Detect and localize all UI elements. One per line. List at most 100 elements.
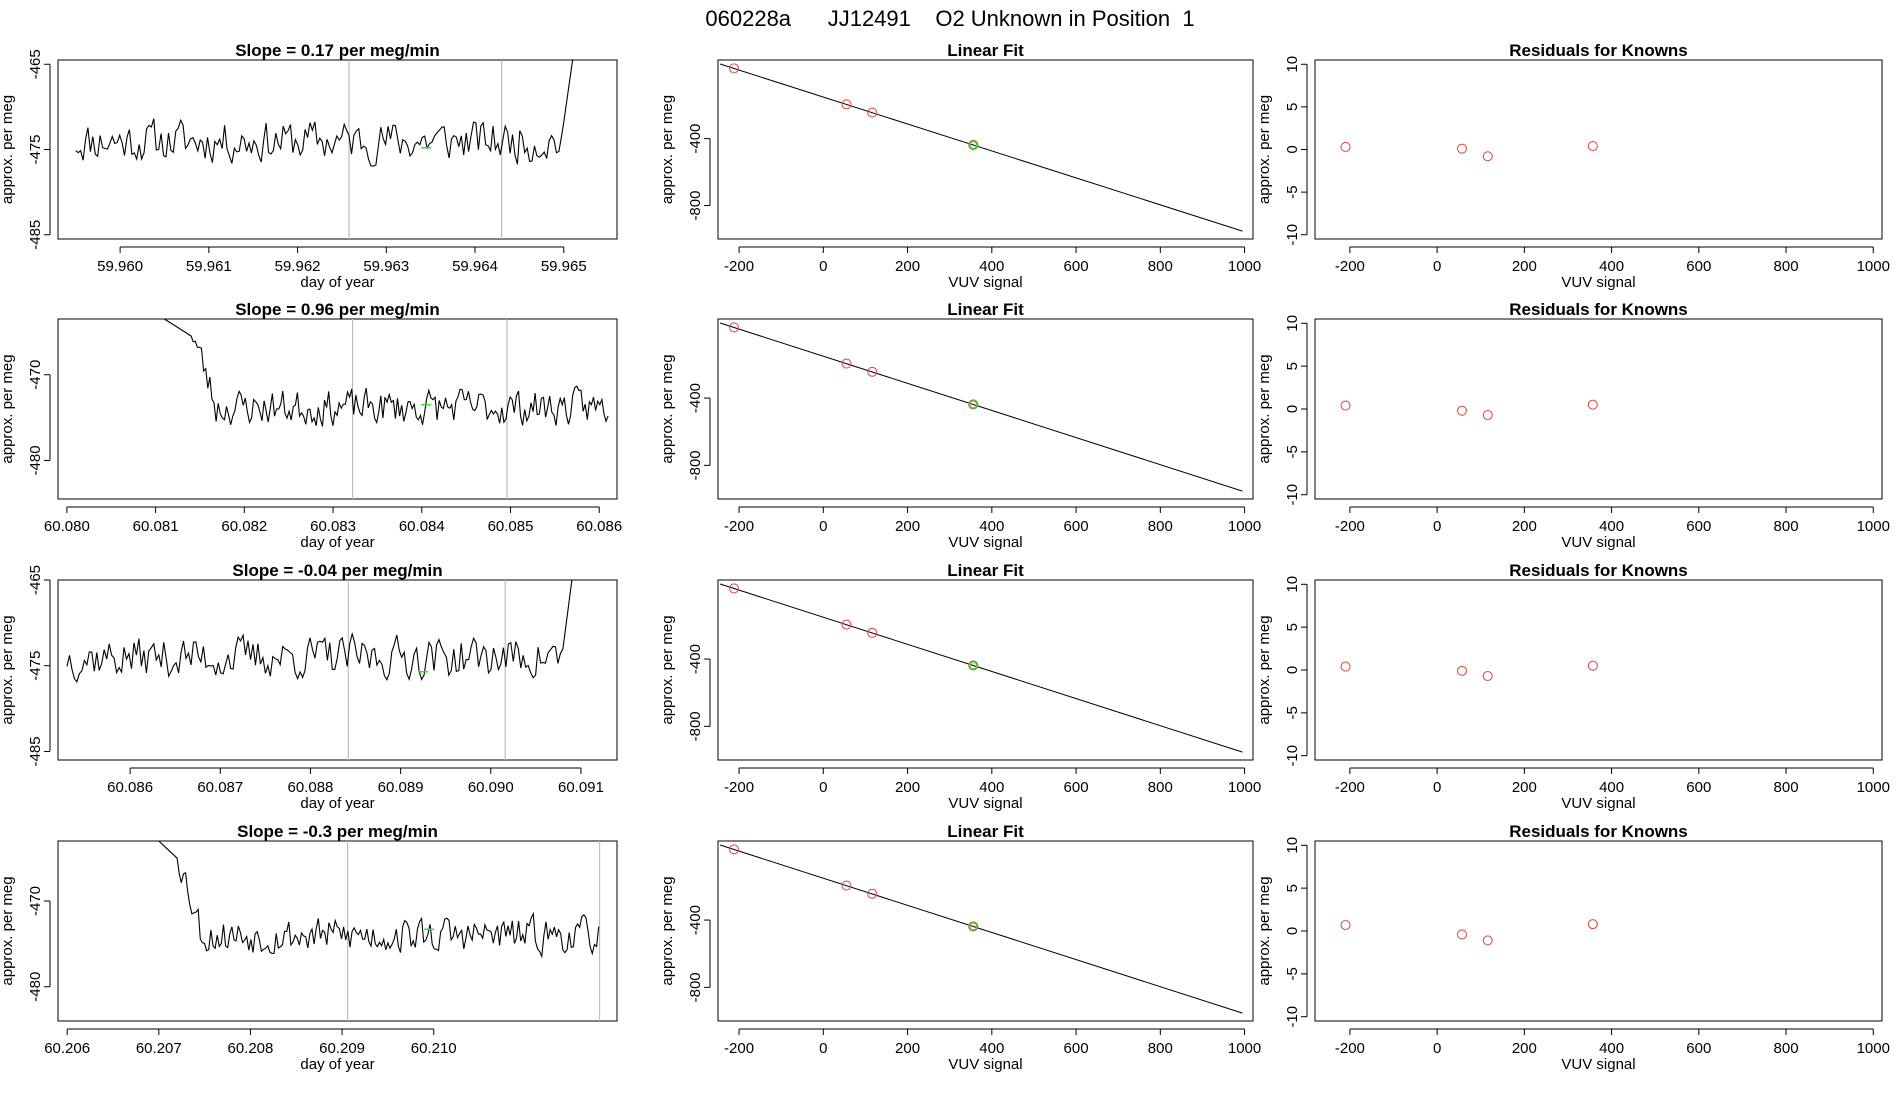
x-tick-label: 200 (895, 258, 920, 275)
x-tick-label: 1000 (1228, 258, 1261, 275)
x-tick-label: 60.210 (411, 1040, 457, 1057)
y-tick-label: 0 (1284, 666, 1301, 674)
y-tick-label: 10 (1284, 576, 1301, 593)
y-axis-label: approx. per meg (0, 876, 16, 985)
residual-point (1456, 929, 1468, 940)
chart-panel-r3-c1: Slope = -0.04 per meg/min 60.086 60.087 60.… (0, 561, 618, 812)
plot-area (719, 322, 1243, 492)
chart-panel-r1-c2: Linear Fit -200 0 200 400 600 800 1000 VUV signa… (659, 41, 1261, 291)
x-tick-label: 400 (1599, 1040, 1624, 1057)
x-tick-label: 200 (1512, 258, 1537, 275)
chart-panel-r3-c3: Residuals for Knowns-200 0 200 400 600 800 100… (1256, 561, 1890, 812)
known-point (728, 583, 740, 594)
x-tick-label: 600 (1686, 779, 1711, 796)
x-tick-label: 60.087 (197, 779, 243, 796)
y-tick-label: -400 (687, 383, 704, 413)
fit-line (719, 63, 1243, 232)
x-tick-label: 0 (819, 518, 827, 535)
x-tick-label: 400 (979, 258, 1004, 275)
known-point (968, 139, 979, 151)
y-tick-label: 0 (1284, 927, 1301, 935)
plot-area (719, 63, 1243, 232)
x-tick-label: 0 (1433, 1040, 1441, 1057)
x-tick-label: 60.084 (399, 518, 445, 535)
known-point (867, 366, 878, 377)
x-tick-label: 60.208 (227, 1040, 273, 1057)
panel-title: Residuals for Knowns (1509, 300, 1688, 319)
x-tick-label: 0 (1433, 518, 1441, 535)
y-tick-label: -480 (27, 445, 44, 475)
y-axis-label: approx. per meg (1256, 95, 1273, 204)
x-tick-label: 1000 (1857, 779, 1890, 796)
data-trace-line (75, 60, 574, 167)
x-tick-label: 1000 (1228, 518, 1261, 535)
x-axis-label: VUV signal (1561, 274, 1635, 291)
plot-area (1340, 141, 1598, 162)
plot-frame (57, 579, 618, 761)
x-tick-label: 400 (1599, 518, 1624, 535)
x-tick-label: 800 (1148, 518, 1173, 535)
x-axis-label: VUV signal (1561, 534, 1635, 551)
x-tick-label: 600 (1064, 1040, 1089, 1057)
x-tick-label: -200 (1335, 779, 1365, 796)
x-tick-label: -200 (1335, 258, 1365, 275)
known-point (968, 399, 979, 410)
residual-point (1340, 400, 1351, 411)
x-tick-label: 800 (1774, 518, 1799, 535)
plot-area (719, 583, 1243, 753)
x-tick-label: 60.090 (468, 779, 514, 796)
x-tick-label: 400 (979, 518, 1004, 535)
plot-frame (717, 59, 1254, 240)
x-tick-label: 60.081 (133, 518, 179, 535)
panel-title: Linear Fit (947, 822, 1024, 841)
x-tick-label: 200 (1512, 1040, 1537, 1057)
x-tick-label: 0 (819, 1040, 827, 1057)
x-tick-label: 800 (1774, 779, 1799, 796)
x-tick-label: 800 (1148, 258, 1173, 275)
unknown-point (969, 922, 978, 931)
x-tick-label: 600 (1064, 779, 1089, 796)
x-tick-label: 0 (1433, 779, 1441, 796)
residual-point (1456, 665, 1468, 676)
plot-area (1340, 399, 1598, 421)
y-tick-label: 5 (1284, 623, 1301, 631)
unknown-point (969, 661, 978, 670)
page-title: 060228a JJ12491 O2 Unknown in Position 1 (705, 6, 1194, 31)
plot-area (66, 580, 573, 760)
y-tick-label: -480 (27, 972, 44, 1002)
x-tick-label: -200 (1335, 1040, 1365, 1057)
x-axis-label: day of year (300, 534, 374, 551)
known-point (968, 921, 979, 932)
x-tick-label: 59.964 (452, 258, 498, 275)
y-tick-label: -5 (1284, 706, 1301, 719)
residual-point (1340, 141, 1351, 152)
x-tick-label: 400 (979, 1040, 1004, 1057)
x-tick-label: 1000 (1857, 258, 1890, 275)
x-axis-label: VUV signal (1561, 795, 1635, 812)
y-tick-label: -5 (1284, 185, 1301, 198)
x-tick-label: 200 (895, 779, 920, 796)
y-tick-label: -475 (27, 651, 44, 681)
y-tick-label: 10 (1284, 56, 1301, 73)
panel-title: Residuals for Knowns (1509, 561, 1688, 580)
residual-point (1340, 919, 1351, 931)
x-tick-label: 59.962 (275, 258, 321, 275)
plot-frame (717, 579, 1254, 761)
y-axis-label: approx. per meg (0, 615, 16, 724)
plot-area (164, 319, 609, 499)
y-axis-label: approx. per meg (659, 876, 676, 985)
x-tick-label: 1000 (1228, 779, 1261, 796)
plot-area (75, 60, 574, 239)
known-point (728, 63, 740, 74)
chart-panel-r4-c2: Linear Fit -200 0 200 400 600 800 1000 VUV signa… (659, 822, 1261, 1073)
panels-grid: Slope = 0.17 per meg/min 59.960 59.961 59.9… (0, 41, 1890, 1073)
y-axis-label: approx. per meg (659, 354, 676, 463)
residual-point (1482, 151, 1493, 162)
x-tick-label: 600 (1064, 258, 1089, 275)
known-point (841, 99, 852, 110)
y-tick-label: -10 (1284, 484, 1301, 506)
y-tick-label: -485 (27, 220, 44, 250)
residual-point (1587, 660, 1598, 671)
y-axis-label: approx. per meg (1256, 615, 1273, 724)
